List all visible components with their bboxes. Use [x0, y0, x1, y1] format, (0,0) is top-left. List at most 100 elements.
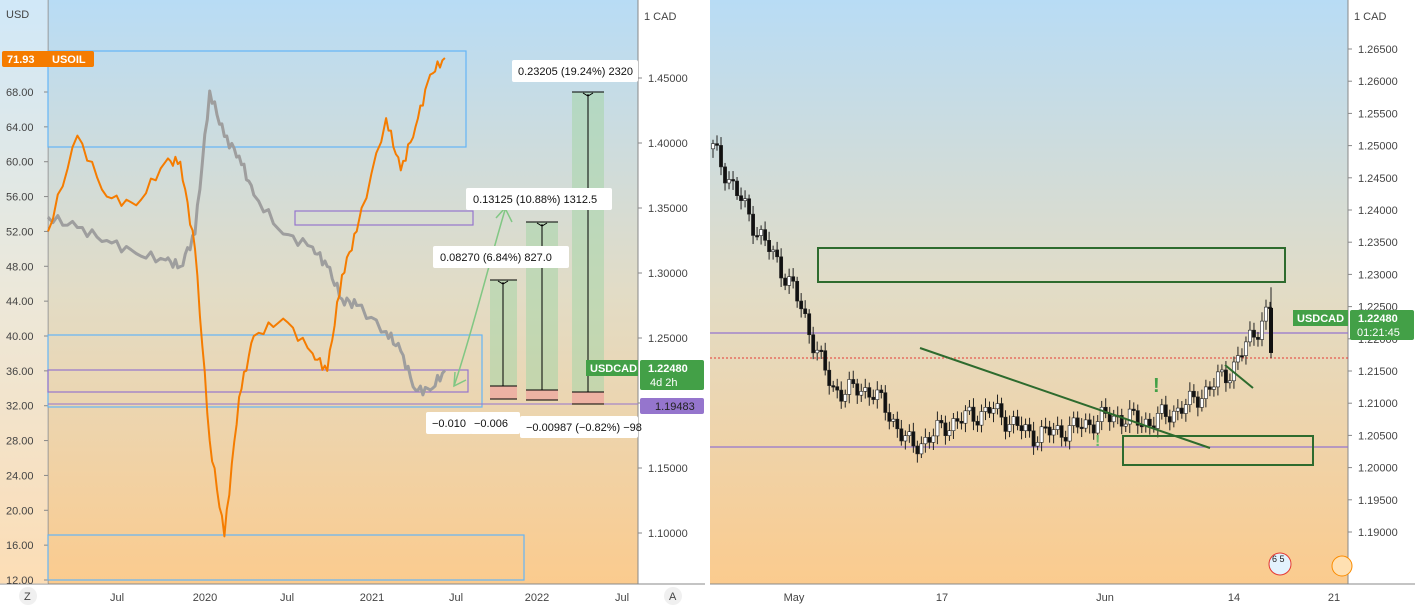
- time-tick-label: Jul: [615, 592, 629, 604]
- candle-body: [791, 276, 796, 282]
- candle-body: [919, 443, 924, 455]
- candle-body: [711, 143, 715, 150]
- symbol-tag: [1293, 310, 1348, 326]
- projection-arrow[interactable]: [453, 209, 506, 387]
- left-axis-unit: USD: [6, 9, 29, 21]
- right-chart-panel[interactable]: 1 CAD 1.26500 1.26000 1.25500 1.25000 1.2450…: [710, 0, 1415, 609]
- candle-body: [883, 392, 888, 413]
- oil-vs-usdcad-chart[interactable]: 68.00 64.00 60.00 56.00 52.00 48.00 44.00 40.00…: [0, 0, 705, 609]
- candle-body: [1011, 416, 1016, 425]
- time-tick-label: 2020: [193, 592, 217, 604]
- candle-body: [1103, 406, 1108, 414]
- candle-body: [879, 389, 884, 393]
- usdcad-resistance-box[interactable]: [294, 210, 474, 226]
- candle-body: [1269, 307, 1273, 353]
- usdcad-series-line: [46, 89, 447, 397]
- candle-body: [899, 428, 904, 442]
- candle-body: [987, 406, 992, 414]
- left-tick-label: 20.00: [6, 505, 34, 517]
- candle-body: [783, 277, 788, 286]
- candle-body: [847, 379, 852, 395]
- candle-body: [851, 379, 856, 385]
- y-tick-label: 1.26500: [1358, 44, 1398, 56]
- flag-icon[interactable]: [1268, 552, 1292, 576]
- usdcad-symbol: USDCAD: [590, 363, 637, 375]
- left-chart-panel[interactable]: 68.00 64.00 60.00 56.00 52.00 48.00 44.00 40.00…: [0, 0, 705, 609]
- candle-body: [1199, 398, 1204, 408]
- candle-body: [975, 421, 980, 426]
- candle-body: [1035, 442, 1040, 447]
- calendar-event-icon[interactable]: [1331, 555, 1353, 577]
- candle-body: [835, 386, 840, 391]
- time-tick-label: 2022: [525, 592, 549, 604]
- candle-body: [1236, 355, 1240, 363]
- level-badge: [640, 398, 704, 414]
- supply-zone-box[interactable]: [817, 247, 1286, 283]
- demand-zone-box[interactable]: [1122, 435, 1314, 466]
- left-tick-label: 28.00: [6, 436, 34, 448]
- candle-body: [1224, 369, 1228, 384]
- usdcad-daily-chart[interactable]: 1 CAD 1.26500 1.26000 1.25500 1.25000 1.2450…: [710, 0, 1415, 609]
- candle-body: [995, 403, 1000, 410]
- signal-marker-1: !: [1153, 375, 1160, 397]
- candle-body: [1240, 355, 1244, 358]
- candle-body: [931, 435, 936, 443]
- candle-body: [887, 412, 892, 422]
- candle-body: [747, 198, 751, 215]
- y-tick-label: 1.23000: [1358, 269, 1398, 281]
- candle-body: [863, 387, 868, 392]
- left-tick-label: 52.00: [6, 226, 34, 238]
- usdcad-support-box[interactable]: [47, 369, 469, 393]
- auto-scale-button[interactable]: [664, 587, 682, 605]
- zoom-button[interactable]: [19, 587, 37, 605]
- time-tick-label: 14: [1228, 592, 1240, 604]
- left-tick-label: 60.00: [6, 157, 34, 169]
- candle-body: [891, 418, 896, 422]
- candle-body: [1135, 410, 1140, 426]
- candle-body: [1216, 371, 1220, 388]
- panel-divider[interactable]: [705, 0, 710, 609]
- candle-body: [1075, 417, 1080, 428]
- candle-body: [843, 394, 848, 402]
- candle-body: [1087, 419, 1092, 426]
- candle-body: [1155, 413, 1160, 429]
- candle-body: [955, 418, 960, 422]
- low-box[interactable]: [47, 534, 525, 581]
- candle-body: [1015, 416, 1020, 426]
- candle-body: [759, 229, 763, 236]
- candle-body: [751, 213, 755, 236]
- y-tick-label: 1.21500: [1358, 366, 1398, 378]
- candle-body: [971, 406, 976, 422]
- left-tick-label: 56.00: [6, 192, 34, 204]
- right-tick-label: 1.30000: [648, 268, 688, 280]
- candle-body: [1191, 390, 1196, 398]
- resistance-box[interactable]: [47, 50, 467, 148]
- candle-body: [827, 369, 832, 386]
- candle-body: [775, 249, 780, 258]
- candle-body: [1183, 404, 1188, 414]
- candle-body: [855, 383, 860, 396]
- time-tick-label: 2021: [360, 592, 384, 604]
- usoil-price-tag: [2, 51, 94, 67]
- candle-body: [1099, 406, 1104, 422]
- right-tick-label: 1.35000: [648, 203, 688, 215]
- candle-body: [743, 198, 747, 201]
- candle-body: [815, 349, 820, 354]
- candle-body: [959, 420, 964, 424]
- usdcad-countdown: 4d 2h: [650, 377, 678, 389]
- measure-label-2: 0.13125 (10.88%) 1312.5: [473, 194, 597, 206]
- time-tick-label: Jun: [1096, 592, 1114, 604]
- candle-body: [1228, 380, 1232, 384]
- candle-body: [967, 406, 972, 412]
- y-tick-label: 1.25500: [1358, 108, 1398, 120]
- candle-body: [1127, 408, 1132, 425]
- short-trendline[interactable]: [1224, 364, 1254, 389]
- measure-label-1: 0.23205 (19.24%) 2320: [518, 66, 633, 78]
- event-badge: 6 5: [1272, 554, 1285, 564]
- candle-body: [915, 445, 920, 455]
- candle-body: [867, 387, 872, 398]
- descending-trendline[interactable]: [919, 347, 1211, 449]
- signal-marker-2: !: [1095, 433, 1100, 450]
- candle-body: [1083, 419, 1088, 429]
- candle-body: [831, 385, 836, 388]
